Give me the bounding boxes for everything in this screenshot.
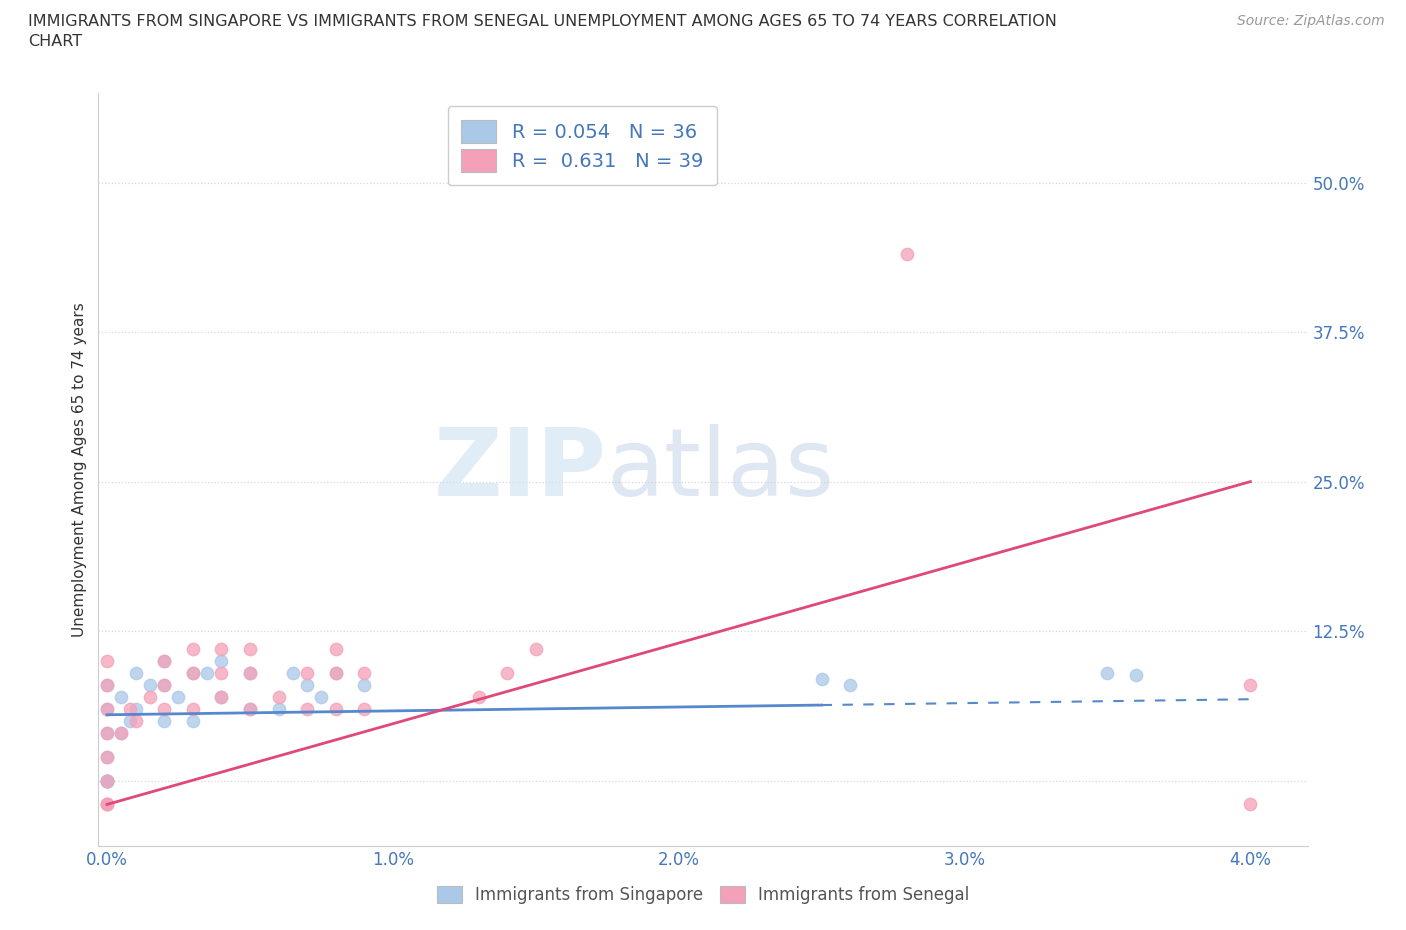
Point	[295, 677, 318, 692]
Point	[96, 654, 118, 669]
Point	[181, 642, 204, 657]
Point	[181, 666, 204, 681]
Point	[267, 689, 290, 704]
Text: ZIP: ZIP	[433, 424, 606, 515]
Point	[96, 701, 118, 716]
Point	[325, 666, 347, 681]
Point	[96, 725, 118, 740]
Point	[896, 247, 918, 262]
Point	[96, 677, 118, 692]
Point	[496, 666, 519, 681]
Point	[96, 725, 118, 740]
Point	[110, 725, 132, 740]
Point	[181, 713, 204, 728]
Point	[239, 642, 262, 657]
Point	[139, 689, 162, 704]
Point	[295, 701, 318, 716]
Point	[96, 797, 118, 812]
Text: Source: ZipAtlas.com: Source: ZipAtlas.com	[1237, 14, 1385, 28]
Point	[124, 713, 146, 728]
Point	[96, 797, 118, 812]
Point	[1239, 797, 1261, 812]
Point	[1097, 666, 1119, 681]
Point	[153, 677, 176, 692]
Point	[181, 701, 204, 716]
Point	[124, 666, 146, 681]
Point	[295, 666, 318, 681]
Point	[96, 797, 118, 812]
Point	[167, 689, 190, 704]
Point	[467, 689, 489, 704]
Point	[181, 666, 204, 681]
Point	[118, 701, 141, 716]
Legend: R = 0.054   N = 36, R =  0.631   N = 39: R = 0.054 N = 36, R = 0.631 N = 39	[447, 107, 717, 185]
Y-axis label: Unemployment Among Ages 65 to 74 years: Unemployment Among Ages 65 to 74 years	[72, 302, 87, 637]
Point	[267, 701, 290, 716]
Point	[839, 677, 862, 692]
Point	[353, 701, 375, 716]
Point	[209, 654, 232, 669]
Point	[139, 677, 162, 692]
Point	[239, 701, 262, 716]
Point	[124, 701, 146, 716]
Point	[311, 689, 333, 704]
Point	[110, 689, 132, 704]
Point	[96, 773, 118, 788]
Point	[281, 666, 304, 681]
Point	[153, 654, 176, 669]
Point	[96, 750, 118, 764]
Point	[96, 773, 118, 788]
Legend: Immigrants from Singapore, Immigrants from Senegal: Immigrants from Singapore, Immigrants fr…	[429, 878, 977, 912]
Point	[96, 750, 118, 764]
Point	[153, 701, 176, 716]
Point	[209, 642, 232, 657]
Point	[96, 773, 118, 788]
Point	[118, 713, 141, 728]
Text: atlas: atlas	[606, 424, 835, 515]
Point	[810, 671, 832, 686]
Point	[1239, 677, 1261, 692]
Text: CHART: CHART	[28, 34, 82, 49]
Point	[110, 725, 132, 740]
Point	[153, 713, 176, 728]
Point	[153, 654, 176, 669]
Point	[353, 677, 375, 692]
Text: IMMIGRANTS FROM SINGAPORE VS IMMIGRANTS FROM SENEGAL UNEMPLOYMENT AMONG AGES 65 : IMMIGRANTS FROM SINGAPORE VS IMMIGRANTS …	[28, 14, 1057, 29]
Point	[1125, 668, 1147, 683]
Point	[325, 666, 347, 681]
Point	[209, 689, 232, 704]
Point	[325, 701, 347, 716]
Point	[209, 689, 232, 704]
Point	[325, 642, 347, 657]
Point	[96, 773, 118, 788]
Point	[353, 666, 375, 681]
Point	[96, 773, 118, 788]
Point	[239, 666, 262, 681]
Point	[239, 666, 262, 681]
Point	[239, 701, 262, 716]
Point	[524, 642, 547, 657]
Point	[96, 701, 118, 716]
Point	[153, 677, 176, 692]
Point	[96, 677, 118, 692]
Point	[96, 773, 118, 788]
Point	[195, 666, 218, 681]
Point	[209, 666, 232, 681]
